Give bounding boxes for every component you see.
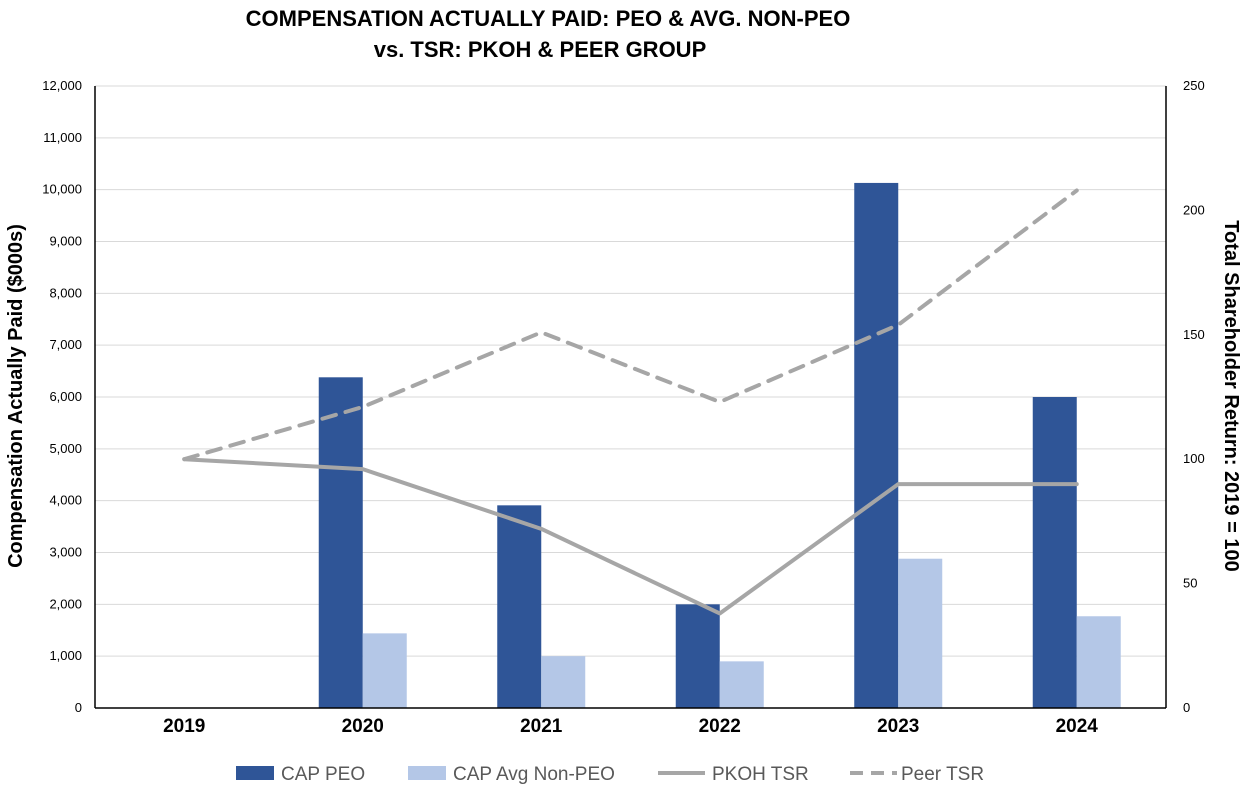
left-tick-label: 5,000 <box>49 441 82 456</box>
right-axis-label: Total Shareholder Return: 2019 = 100 <box>1220 220 1242 571</box>
bar-cap-peo-2020 <box>318 377 363 708</box>
left-tick-label: 8,000 <box>49 285 82 300</box>
legend-swatch-cap-peo <box>236 766 274 780</box>
legend: CAP PEO CAP Avg Non-PEO PKOH TSR Peer TSR <box>236 764 984 785</box>
line-pkoh-tsr <box>182 457 1079 616</box>
gridlines <box>95 85 1166 657</box>
chart-title: COMPENSATION ACTUALLY PAID: PEO & AVG. N… <box>246 6 851 62</box>
right-tick-label: 200 <box>1183 202 1205 217</box>
bar-cap-peo-2022 <box>675 604 720 708</box>
left-tick-label: 9,000 <box>49 234 82 249</box>
x-tick-label: 2022 <box>699 716 741 737</box>
bar-cap-avg-non-peo-2022 <box>719 661 764 708</box>
x-tick-label: 2024 <box>1056 716 1099 737</box>
legend-label-cap-peo: CAP PEO <box>281 764 365 785</box>
left-tick-label: 12,000 <box>42 78 82 93</box>
x-tick-label: 2019 <box>163 716 205 737</box>
right-tick-label: 150 <box>1183 327 1205 342</box>
plot-frame <box>94 86 1167 709</box>
left-tick-label: 6,000 <box>49 389 82 404</box>
bar-cap-avg-non-peo-2020 <box>362 633 407 708</box>
bar-cap-avg-non-peo-2024 <box>1076 616 1121 708</box>
chart-title-line-1: COMPENSATION ACTUALLY PAID: PEO & AVG. N… <box>246 6 851 31</box>
legend-label-pkoh-tsr: PKOH TSR <box>712 764 809 785</box>
right-tick-label: 100 <box>1183 451 1205 466</box>
left-axis-label: Compensation Actually Paid ($000s) <box>5 224 27 568</box>
x-tick-label: 2023 <box>877 716 919 737</box>
right-tick-label: 50 <box>1183 576 1197 591</box>
left-tick-label: 4,000 <box>49 493 82 508</box>
bar-cap-peo-2021 <box>497 505 542 708</box>
bar-cap-avg-non-peo-2023 <box>898 558 943 708</box>
chart-title-line-2: vs. TSR: PKOH & PEER GROUP <box>374 37 707 62</box>
left-tick-label: 7,000 <box>49 337 82 352</box>
line-peer-tsr <box>182 188 1079 462</box>
bar-cap-peo-2024 <box>1032 397 1077 708</box>
left-tick-label: 1,000 <box>49 648 82 663</box>
left-tick-label: 3,000 <box>49 545 82 560</box>
left-tick-label: 10,000 <box>42 182 82 197</box>
left-tick-label: 11,000 <box>43 130 82 145</box>
x-axis-ticks: 2019 2020 2021 2022 2023 2024 <box>163 716 1098 737</box>
right-axis-ticks: 0 50 100 150 200 250 <box>1183 78 1205 715</box>
legend-label-cap-avg-non-peo: CAP Avg Non-PEO <box>453 764 615 785</box>
x-tick-label: 2021 <box>520 716 563 737</box>
legend-swatch-cap-avg-non-peo <box>408 766 446 780</box>
x-tick-label: 2020 <box>342 716 384 737</box>
left-tick-label: 0 <box>75 700 82 715</box>
line-series <box>182 188 1079 616</box>
left-tick-label: 2,000 <box>49 596 82 611</box>
left-axis-ticks: 0 1,000 2,000 3,000 4,000 5,000 6,000 7,000 8,00… <box>42 78 82 715</box>
bar-cap-avg-non-peo-2021 <box>541 656 586 708</box>
right-tick-label: 250 <box>1183 78 1205 93</box>
legend-label-peer-tsr: Peer TSR <box>901 764 984 785</box>
bar-series <box>318 182 1121 708</box>
right-tick-label: 0 <box>1183 700 1190 715</box>
bar-cap-peo-2023 <box>854 182 899 708</box>
